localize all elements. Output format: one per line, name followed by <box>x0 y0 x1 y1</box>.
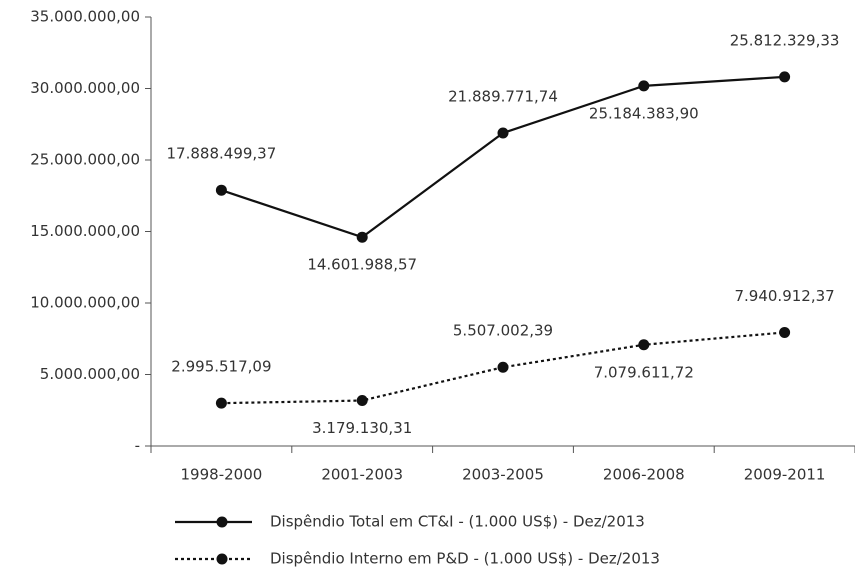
x-tick-label: 2009-2011 <box>744 466 826 484</box>
legend-label: Dispêndio Interno em P&D - (1.000 US$) -… <box>270 550 660 568</box>
x-tick-label: 2003-2005 <box>462 466 544 484</box>
series-line <box>221 331 785 405</box>
data-point <box>356 395 368 407</box>
data-point <box>779 71 791 83</box>
data-label: 5.507.002,39 <box>453 322 553 340</box>
data-point <box>497 361 509 373</box>
data-label: 21.889.771,74 <box>448 87 558 105</box>
y-tick-label: 15.000.000,00 <box>30 222 140 240</box>
data-label: 2.995.517,09 <box>171 358 271 376</box>
legend-label: Dispêndio Total em CT&I - (1.000 US$) - … <box>270 513 645 531</box>
legend-marker <box>216 553 228 565</box>
x-tick-label: 1998-2000 <box>181 466 263 484</box>
data-label: 3.179.130,31 <box>312 419 412 437</box>
data-point <box>779 326 791 338</box>
legend-marker <box>216 516 228 528</box>
data-point <box>215 397 227 409</box>
data-point <box>638 80 650 92</box>
y-tick-label: 30.000.000,00 <box>30 79 140 97</box>
data-label: 14.601.988,57 <box>307 256 417 274</box>
y-tick-label: 35.000.000,00 <box>30 8 140 26</box>
data-label: 25.184.383,90 <box>589 104 699 122</box>
data-point <box>356 231 368 243</box>
data-label: 17.888.499,37 <box>167 145 277 163</box>
x-tick-label: 2006-2008 <box>603 466 685 484</box>
data-point <box>638 339 650 351</box>
x-tick-label: 2001-2003 <box>321 466 403 484</box>
data-point <box>215 184 227 196</box>
y-tick-label: 5.000.000,00 <box>40 365 140 383</box>
y-tick-label: - <box>135 437 140 455</box>
data-label: 7.940.912,37 <box>734 287 834 305</box>
y-tick-label: 25.000.000,00 <box>30 151 140 169</box>
data-point <box>497 127 509 139</box>
y-tick-label: 10.000.000,00 <box>30 294 140 312</box>
data-label: 7.079.611,72 <box>594 363 694 381</box>
data-label: 25.812.329,33 <box>730 31 840 49</box>
